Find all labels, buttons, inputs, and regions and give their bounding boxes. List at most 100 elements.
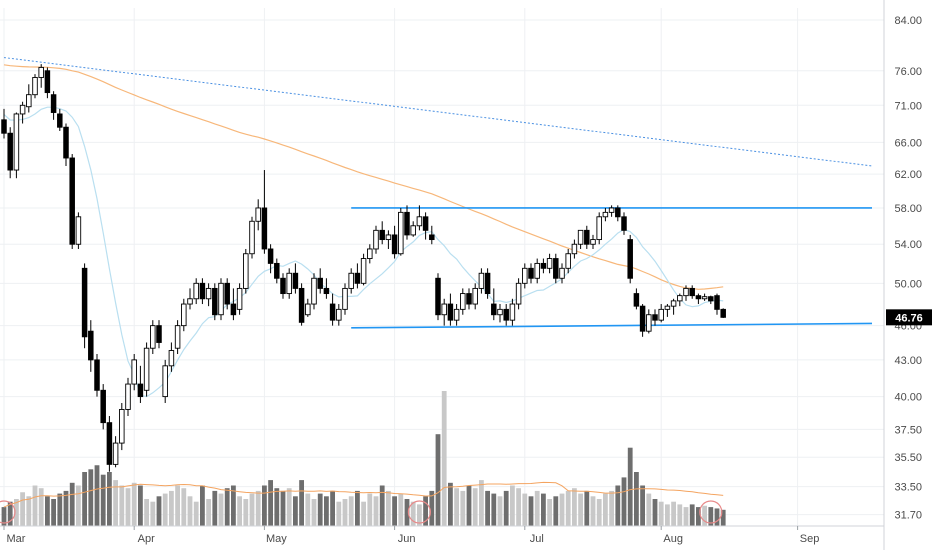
candles — [1, 64, 726, 472]
moving-averages — [3, 64, 724, 398]
candle-body — [342, 287, 348, 310]
volume-bar — [299, 480, 304, 526]
volume-bar — [460, 490, 466, 526]
candle-body — [472, 287, 478, 305]
volume-bar — [553, 496, 559, 526]
x-tick-label: Sep — [800, 533, 820, 545]
y-tick-label: 50.00 — [894, 278, 922, 290]
volume-bar — [528, 496, 534, 526]
candle-body — [236, 287, 243, 310]
volume-bar — [454, 488, 459, 526]
volume-bar — [671, 501, 676, 526]
candle-body — [577, 229, 584, 245]
x-tick-label: Jul — [530, 533, 544, 545]
volume-bar — [590, 496, 596, 526]
candle-body — [435, 277, 441, 316]
candle-body — [652, 314, 658, 321]
candle-body — [584, 229, 590, 245]
y-tick-label: 31.70 — [894, 510, 922, 522]
candle-body — [106, 422, 113, 465]
channel-lower-line — [351, 322, 873, 329]
candle-body — [224, 282, 230, 305]
volume-bar — [696, 507, 701, 526]
volume-bar — [262, 485, 267, 526]
candle-body — [639, 305, 646, 332]
volume-bar — [497, 496, 503, 526]
candle-body — [181, 303, 187, 327]
volume-bar — [305, 493, 311, 526]
candle-body — [193, 282, 199, 300]
candle-body — [218, 282, 224, 316]
volume-bar — [355, 490, 360, 526]
volume-bar — [119, 485, 125, 526]
volume-bar — [534, 490, 540, 526]
candle-body — [429, 234, 435, 241]
candle-body — [714, 295, 720, 310]
candle-body — [528, 267, 534, 279]
candle-body — [311, 277, 317, 305]
volume-bar — [113, 480, 118, 526]
candle-body — [360, 258, 367, 284]
candle-body — [230, 303, 237, 316]
candle-body — [398, 211, 404, 255]
candle-body — [7, 132, 13, 171]
x-tick-label: Aug — [663, 533, 683, 545]
candle-body — [460, 293, 466, 310]
candle-body — [385, 234, 392, 241]
volume-bar — [94, 465, 100, 526]
volume-bar — [7, 501, 13, 526]
moving-average-fast — [3, 106, 724, 398]
candle-body — [410, 225, 416, 236]
volume-bar — [472, 488, 478, 526]
volume-bar — [448, 482, 453, 526]
volume-bar — [485, 490, 490, 526]
volume-bar — [398, 493, 404, 526]
candle-body — [255, 207, 261, 222]
volume-bar — [404, 499, 410, 526]
candle-body — [559, 267, 565, 279]
candle-body — [596, 216, 602, 241]
volume-moving-average — [3, 481, 724, 508]
candle-body — [447, 303, 454, 321]
volume-bar — [491, 493, 497, 526]
candle-body — [720, 308, 726, 318]
volume-bar — [324, 496, 329, 526]
volume-bar — [565, 490, 571, 526]
x-axis[interactable]: Mar Apr May Jun Jul Aug Sep — [0, 525, 884, 545]
x-tick-label: Mar — [7, 533, 26, 545]
candle-body — [497, 308, 503, 316]
volume-bar — [330, 490, 335, 526]
y-axis[interactable]: 84.00 76.00 71.00 66.00 62.00 58.00 54.00 50.00… — [883, 0, 922, 550]
volume-bar — [100, 474, 106, 526]
last-price-tag-bg — [886, 309, 932, 326]
volume-bar — [107, 472, 112, 526]
candle-body — [608, 207, 615, 213]
volume-bar — [69, 482, 75, 526]
volume-bar — [88, 469, 94, 526]
volume-bar — [76, 485, 81, 526]
volume-bar — [317, 493, 323, 526]
last-price-label: 46.76 — [895, 312, 923, 324]
candle-body — [515, 282, 522, 305]
volume-bar — [51, 499, 56, 526]
candle-body — [81, 267, 88, 338]
candle-body — [137, 383, 144, 398]
candle-body — [168, 350, 175, 367]
volume-bar — [342, 499, 348, 526]
candle-body — [69, 157, 75, 245]
volume-bar — [206, 499, 211, 526]
volume-bar — [677, 504, 683, 526]
candle-body — [75, 216, 82, 245]
candle-body — [466, 293, 472, 305]
candle-body — [286, 272, 292, 295]
candle-body — [354, 272, 361, 284]
y-tick-label: 62.00 — [894, 169, 922, 181]
candle-body — [509, 303, 516, 321]
candle-body — [156, 325, 162, 343]
volume-bar — [45, 496, 50, 526]
volume-bar — [200, 485, 205, 526]
volume-bar — [646, 493, 652, 526]
candle-body — [695, 295, 702, 300]
volume-bar — [131, 482, 137, 526]
candle-body — [267, 248, 274, 264]
